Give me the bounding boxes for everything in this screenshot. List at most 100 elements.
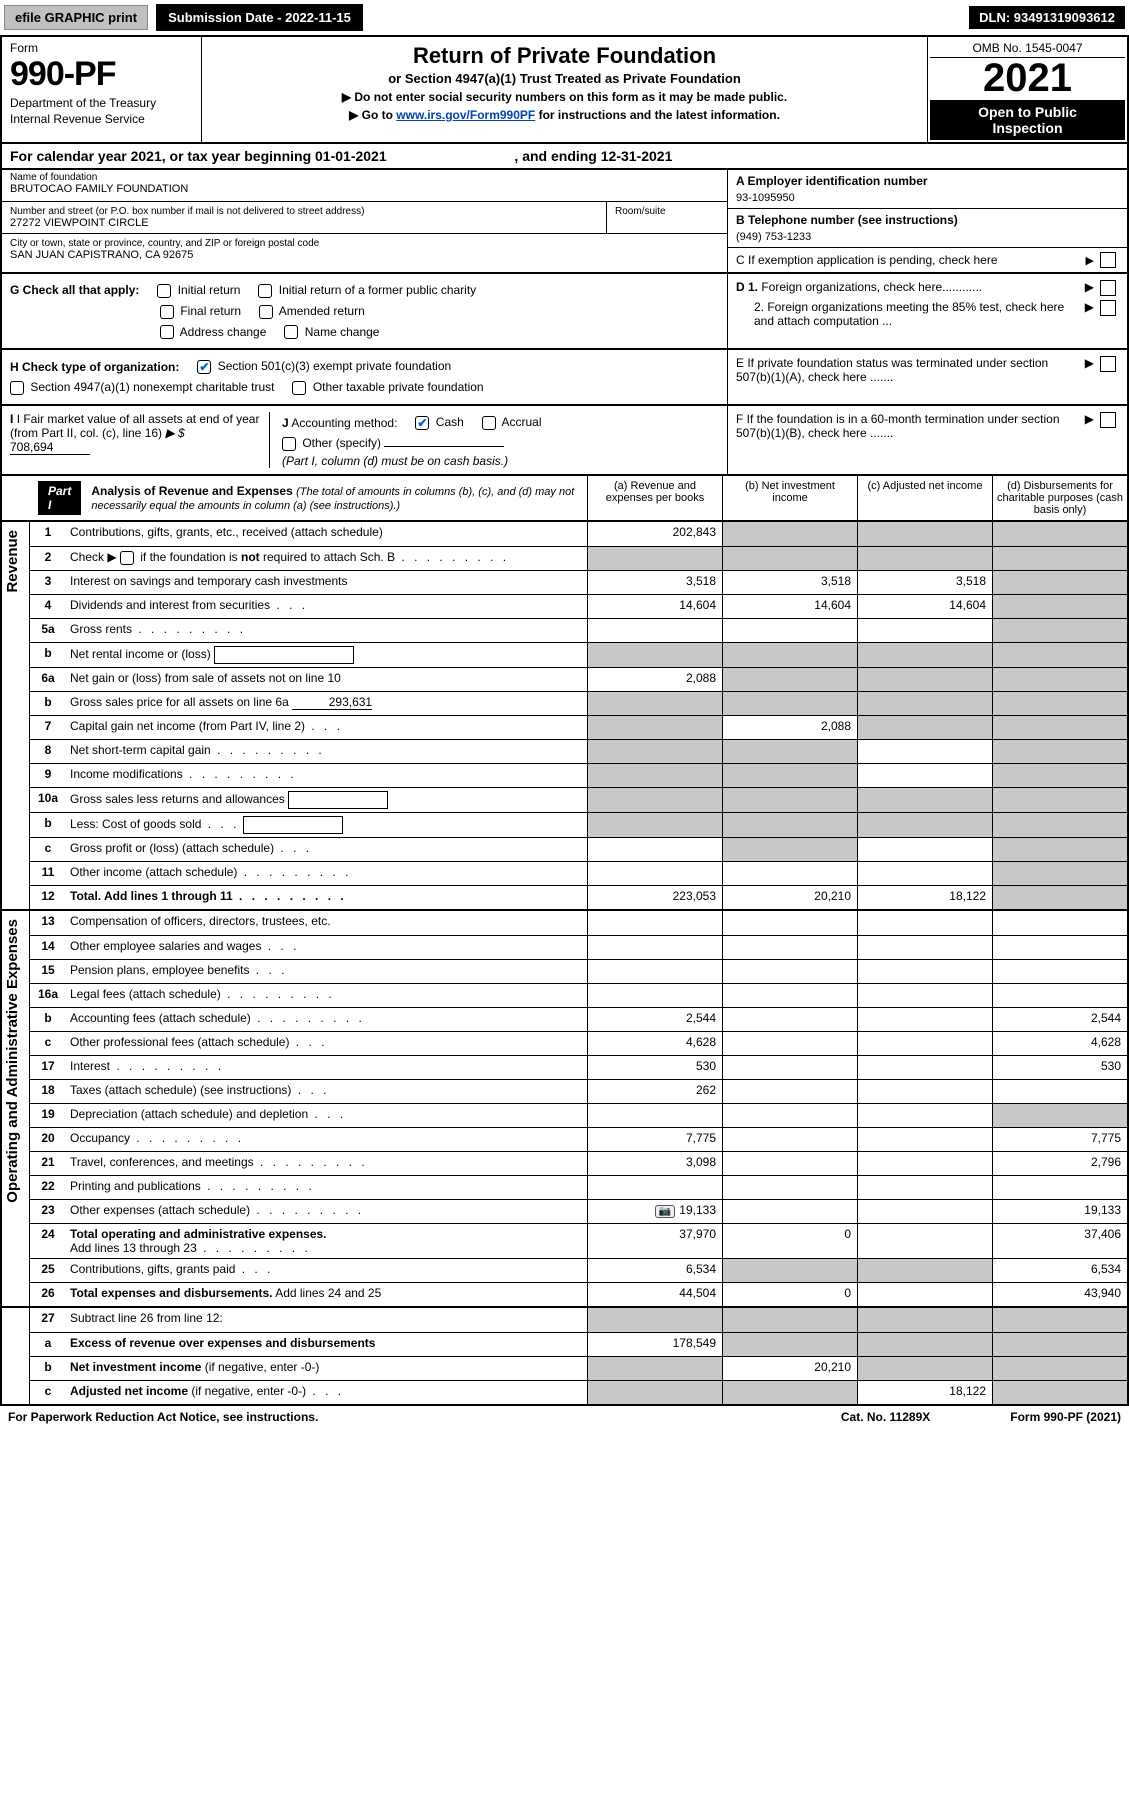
col-b [722, 547, 857, 570]
line-desc: Other employee salaries and wages [66, 936, 587, 959]
l20-desc: Occupancy [70, 1131, 130, 1145]
g-final-checkbox[interactable] [160, 305, 174, 319]
submission-date-text: Submission Date - 2022-11-15 [168, 10, 351, 25]
line-desc: Net rental income or (loss) [66, 643, 587, 667]
col-c: 18,122 [857, 1381, 992, 1404]
line-18: 18 Taxes (attach schedule) (see instruct… [30, 1079, 1127, 1103]
cal-pre: For calendar year 2021, or tax year begi… [10, 148, 315, 164]
line-desc: Depreciation (attach schedule) and deple… [66, 1104, 587, 1127]
col-d [992, 813, 1127, 837]
line-num: 27 [30, 1308, 66, 1332]
col-b [722, 1032, 857, 1055]
col-d [992, 1104, 1127, 1127]
j-accrual-checkbox[interactable] [482, 416, 496, 430]
blank-side [2, 1308, 30, 1404]
d2-checkbox[interactable] [1100, 300, 1116, 316]
line-16c: c Other professional fees (attach schedu… [30, 1031, 1127, 1055]
g-initial-public-checkbox[interactable] [258, 284, 272, 298]
c-checkbox[interactable] [1100, 252, 1116, 268]
col-c [857, 788, 992, 812]
col-d [992, 668, 1127, 691]
form-word: Form [10, 41, 193, 55]
col-a [587, 716, 722, 739]
h-other-checkbox[interactable] [292, 381, 306, 395]
line-10a: 10a Gross sales less returns and allowan… [30, 787, 1127, 812]
h-4947-checkbox[interactable] [10, 381, 24, 395]
line-21: 21 Travel, conferences, and meetings 3,0… [30, 1151, 1127, 1175]
line-desc: Less: Cost of goods sold [66, 813, 587, 837]
line-desc: Taxes (attach schedule) (see instruction… [66, 1080, 587, 1103]
l16c-desc: Other professional fees (attach schedule… [70, 1035, 289, 1049]
line-14: 14 Other employee salaries and wages [30, 935, 1127, 959]
col-b [722, 1152, 857, 1175]
line-num: 4 [30, 595, 66, 618]
col-d [992, 960, 1127, 983]
g-name-change-checkbox[interactable] [284, 325, 298, 339]
f-checkbox[interactable] [1100, 412, 1116, 428]
form990pf-link[interactable]: www.irs.gov/Form990PF [396, 108, 535, 122]
d1-checkbox[interactable] [1100, 280, 1116, 296]
col-c [857, 1176, 992, 1199]
l9-desc: Income modifications [70, 767, 183, 781]
line-num: b [30, 813, 66, 837]
l2-checkbox[interactable] [120, 551, 134, 565]
col-b [722, 668, 857, 691]
col-a: 📷19,133 [587, 1200, 722, 1223]
col-a [587, 1357, 722, 1380]
col-d [992, 643, 1127, 667]
e-checkbox[interactable] [1100, 356, 1116, 372]
line-15: 15 Pension plans, employee benefits [30, 959, 1127, 983]
line-desc: Gross sales price for all assets on line… [66, 692, 587, 715]
g-initial-checkbox[interactable] [157, 284, 171, 298]
g-initial-label: Initial return [178, 283, 241, 297]
col-a [587, 838, 722, 861]
efile-print-button[interactable]: efile GRAPHIC print [4, 5, 148, 30]
col-c [857, 1308, 992, 1332]
line-desc: Check ▶ if the foundation is not require… [66, 547, 587, 570]
line-3: 3 Interest on savings and temporary cash… [30, 570, 1127, 594]
line-19: 19 Depreciation (attach schedule) and de… [30, 1103, 1127, 1127]
j-other-checkbox[interactable] [282, 437, 296, 451]
col-b [722, 1080, 857, 1103]
l5b-desc: Net rental income or (loss) [70, 647, 211, 661]
col-c: 14,604 [857, 595, 992, 618]
l6b-val: 293,631 [292, 695, 372, 710]
j-other-input[interactable] [384, 446, 504, 447]
col-a [587, 1308, 722, 1332]
h-label: H Check type of organization: [10, 360, 179, 374]
line-num: 13 [30, 911, 66, 935]
line-desc: Other income (attach schedule) [66, 862, 587, 885]
g-amended-checkbox[interactable] [259, 305, 273, 319]
g-addr-change-checkbox[interactable] [160, 325, 174, 339]
calendar-year-row: For calendar year 2021, or tax year begi… [0, 144, 1129, 170]
line-25: 25 Contributions, gifts, grants paid 6,5… [30, 1258, 1127, 1282]
line-16b: b Accounting fees (attach schedule) 2,54… [30, 1007, 1127, 1031]
line-num: c [30, 838, 66, 861]
line-num: 7 [30, 716, 66, 739]
line-desc: Contributions, gifts, grants paid [66, 1259, 587, 1282]
col-a: 3,518 [587, 571, 722, 594]
col-b: 14,604 [722, 595, 857, 618]
h-501c3-checkbox[interactable] [197, 360, 211, 374]
line-num: 6a [30, 668, 66, 691]
col-a: 2,088 [587, 668, 722, 691]
l24-desc1: Total operating and administrative expen… [70, 1227, 327, 1241]
line-desc: Pension plans, employee benefits [66, 960, 587, 983]
form-number: 990-PF [10, 55, 193, 94]
col-d [992, 547, 1127, 570]
ein-value: 93-1095950 [736, 188, 1119, 204]
arrow-icon: ▶ [1085, 300, 1094, 314]
col-b [722, 1333, 857, 1356]
j-cash-checkbox[interactable] [415, 416, 429, 430]
col-b [722, 643, 857, 667]
line-num: 10a [30, 788, 66, 812]
line-desc: Legal fees (attach schedule) [66, 984, 587, 1007]
attachment-icon[interactable]: 📷 [655, 1205, 675, 1218]
addr-label: Number and street (or P.O. box number if… [10, 206, 598, 217]
line-num: 26 [30, 1283, 66, 1306]
line-10c: c Gross profit or (loss) (attach schedul… [30, 837, 1127, 861]
form-note-1: ▶ Do not enter social security numbers o… [212, 90, 917, 104]
col-a: 178,549 [587, 1333, 722, 1356]
col-d [992, 1333, 1127, 1356]
col-a [587, 936, 722, 959]
